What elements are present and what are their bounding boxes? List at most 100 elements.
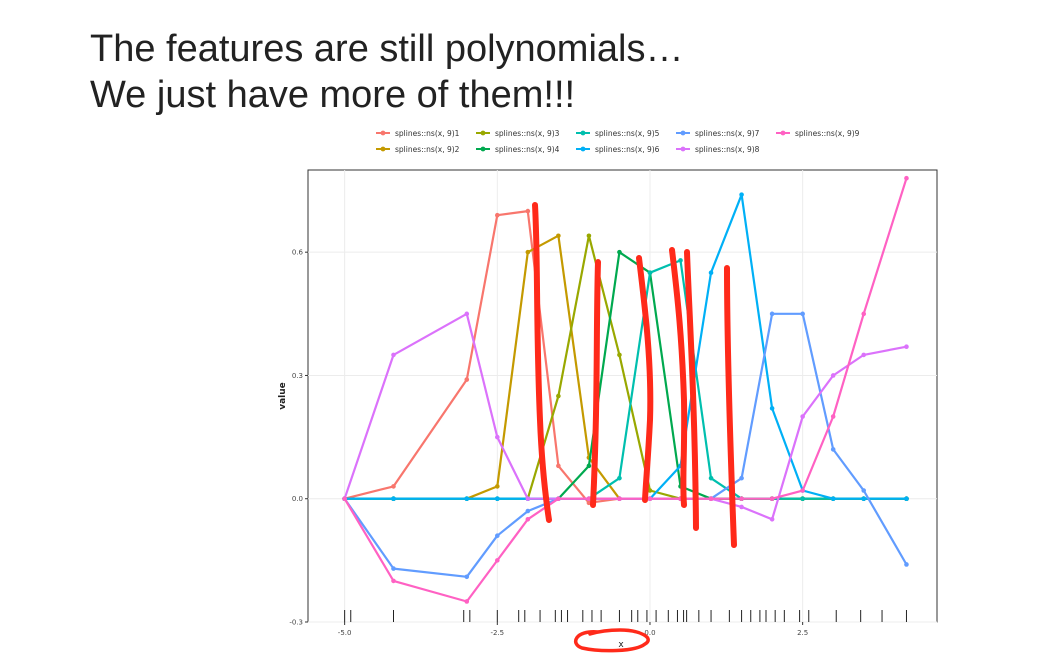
legend-item-5: splines::ns(x, 9)5	[576, 129, 660, 138]
legend-item-2: splines::ns(x, 9)2	[376, 145, 460, 154]
data-point	[525, 249, 531, 255]
data-point	[586, 463, 592, 469]
legend-item-3: splines::ns(x, 9)3	[476, 129, 560, 138]
data-point	[769, 311, 775, 317]
legend-label: splines::ns(x, 9)4	[495, 145, 560, 154]
data-point	[830, 447, 836, 452]
legend-key-point	[580, 146, 586, 152]
rug-ticks	[344, 610, 907, 622]
data-point	[800, 311, 805, 317]
data-point	[904, 175, 909, 181]
legend-item-7: splines::ns(x, 9)7	[676, 129, 760, 138]
data-point	[391, 566, 396, 571]
data-point	[617, 352, 622, 358]
data-point	[830, 414, 836, 419]
data-point	[495, 212, 500, 218]
y-tick-label: 0.6	[292, 249, 304, 257]
data-point	[861, 311, 867, 317]
data-point	[495, 434, 500, 440]
x-tick-label: -2.5	[490, 629, 504, 637]
legend-label: splines::ns(x, 9)2	[395, 145, 460, 154]
data-point	[647, 270, 653, 276]
data-point	[495, 533, 500, 539]
legend-item-8: splines::ns(x, 9)8	[676, 145, 760, 154]
legend-item-9: splines::ns(x, 9)9	[776, 129, 860, 138]
legend-label: splines::ns(x, 9)8	[695, 145, 760, 154]
x-axis-label: x	[618, 640, 624, 650]
data-point	[495, 496, 500, 502]
data-point	[342, 496, 347, 502]
data-point	[678, 258, 683, 263]
data-point	[391, 352, 396, 358]
data-point	[708, 475, 714, 481]
legend-key-point	[480, 146, 486, 152]
slide-title-line-2: We just have more of them!!!	[90, 74, 576, 116]
data-point	[647, 488, 653, 493]
y-tick-label: 0.3	[292, 372, 303, 380]
legend-item-1: splines::ns(x, 9)1	[376, 129, 460, 138]
data-point	[556, 463, 561, 469]
legend-label: splines::ns(x, 9)9	[795, 129, 860, 138]
legend-key-point	[380, 146, 386, 152]
red-annotation-stroke-2	[590, 259, 601, 508]
data-point	[525, 496, 531, 502]
legend-key-point	[580, 130, 586, 136]
data-point	[830, 496, 836, 502]
data-point	[769, 406, 775, 411]
data-point	[464, 574, 470, 580]
data-point	[800, 488, 805, 493]
data-point	[739, 475, 744, 481]
y-axis-label: value	[278, 382, 288, 410]
data-point	[708, 496, 714, 502]
legend-label: splines::ns(x, 9)7	[695, 129, 760, 138]
data-point	[708, 270, 714, 276]
data-point	[904, 496, 909, 502]
data-point	[617, 249, 622, 255]
data-point	[586, 496, 592, 502]
data-point	[391, 578, 396, 584]
legend-key-point	[680, 130, 686, 136]
legend-key-point	[480, 130, 486, 136]
red-annotations	[532, 202, 737, 653]
data-point	[739, 192, 744, 197]
data-point	[830, 373, 836, 378]
data-point	[556, 233, 561, 239]
legend-label: splines::ns(x, 9)3	[495, 129, 560, 138]
data-point	[617, 496, 622, 502]
data-point	[391, 496, 396, 502]
plot-panel	[307, 169, 938, 623]
data-point	[391, 484, 396, 489]
red-annotation-stroke-4	[669, 247, 688, 508]
data-point	[800, 414, 805, 419]
red-annotation-circle	[573, 628, 650, 653]
data-point	[495, 558, 500, 563]
data-point	[861, 352, 867, 358]
data-point	[769, 516, 775, 522]
data-point	[904, 562, 909, 567]
legend-key-point	[680, 146, 686, 152]
data-point	[586, 233, 592, 239]
slide-title-line-1: The features are still polynomials…	[90, 28, 684, 70]
x-tick-label: 0.0	[644, 629, 655, 637]
x-tick-label: 2.5	[797, 629, 808, 637]
legend-key-point	[780, 130, 786, 136]
legend-item-6: splines::ns(x, 9)6	[576, 145, 660, 154]
red-annotation-stroke-3	[636, 255, 654, 503]
data-point	[617, 475, 622, 481]
data-point	[739, 496, 744, 502]
series-lines	[342, 175, 909, 604]
data-point	[464, 311, 470, 317]
data-point	[525, 208, 531, 214]
data-point	[556, 393, 561, 399]
data-point	[647, 496, 653, 502]
data-point	[464, 496, 470, 502]
slide-title: The features are still polynomials… We j…	[90, 26, 683, 118]
legend-key-point	[380, 130, 386, 136]
data-point	[861, 488, 867, 493]
data-point	[525, 508, 531, 514]
legend-label: splines::ns(x, 9)5	[595, 129, 660, 138]
y-tick-label: -0.3	[289, 619, 303, 627]
data-point	[464, 377, 470, 382]
